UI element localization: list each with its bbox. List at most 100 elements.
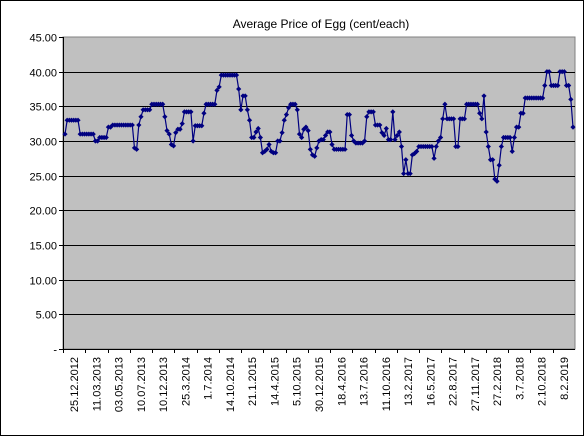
data-point (409, 152, 415, 158)
data-point (103, 134, 109, 141)
data-point (442, 101, 448, 107)
data-point (542, 82, 548, 89)
data-point (437, 134, 444, 141)
data-point (490, 157, 496, 163)
x-tick-label: 5.10.2015 (292, 357, 304, 406)
data-point (440, 116, 446, 122)
data-point (546, 69, 552, 75)
data-point (244, 107, 250, 113)
data-point (398, 143, 405, 150)
data-point (312, 153, 318, 159)
data-point (246, 117, 253, 123)
data-point (570, 124, 576, 130)
data-point (431, 155, 437, 161)
x-tick-label: 10.07.2013 (136, 357, 148, 412)
x-tick-label: 14.10.2014 (225, 357, 237, 412)
data-point (492, 176, 498, 182)
data-point (392, 137, 398, 143)
x-tick-label: 3.7.2018 (514, 357, 526, 400)
data-point (433, 143, 439, 150)
data-point (568, 96, 574, 102)
data-point (162, 114, 168, 120)
y-tick-label: 35.00 (29, 102, 57, 114)
x-tick-label: 21.1.2015 (247, 357, 259, 406)
data-point (251, 134, 257, 141)
y-tick-label: 10.00 (29, 276, 57, 288)
data-point (364, 114, 370, 120)
data-point (474, 101, 481, 107)
data-point (255, 125, 261, 132)
data-point (394, 132, 400, 139)
data-point (160, 101, 166, 107)
data-point (346, 112, 352, 118)
data-point (286, 105, 292, 111)
data-point (359, 140, 366, 146)
data-point (279, 130, 285, 136)
data-point (190, 138, 196, 144)
x-tick-label: 11.10.2016 (381, 357, 393, 411)
data-point (266, 141, 272, 148)
data-point (450, 116, 457, 122)
x-tick-label: 10.12.2013 (158, 357, 170, 412)
data-point (561, 69, 567, 75)
data-point (461, 116, 468, 122)
data-point (257, 134, 263, 141)
y-tick-label: 15.00 (29, 241, 57, 253)
x-tick-label: 11.03.2013 (91, 357, 103, 411)
data-point (75, 117, 81, 123)
data-point (407, 170, 413, 177)
data-point (388, 137, 394, 143)
data-point (435, 138, 442, 144)
data-point (94, 138, 101, 144)
data-point (301, 126, 307, 132)
data-point (299, 134, 305, 141)
data-point (177, 126, 183, 132)
data-point (320, 137, 326, 143)
data-point (403, 157, 409, 163)
data-point (136, 122, 142, 128)
data-point (511, 134, 517, 141)
x-tick-label: 25.12.2012 (69, 357, 81, 412)
data-point (540, 95, 546, 101)
data-point (147, 107, 153, 113)
y-tick-label: 40.00 (29, 68, 57, 80)
data-point (129, 122, 135, 128)
data-point (383, 125, 389, 132)
data-point (236, 86, 242, 92)
data-point (199, 123, 205, 129)
data-point (283, 112, 290, 118)
data-point (296, 131, 303, 137)
plot-area (62, 36, 576, 350)
data-point (170, 143, 177, 149)
data-point (479, 116, 485, 122)
data-point (381, 132, 387, 139)
data-point (498, 143, 504, 150)
data-point (401, 170, 407, 177)
data-point (496, 162, 502, 168)
data-point (396, 129, 402, 135)
data-point (216, 84, 222, 90)
data-point (214, 87, 220, 93)
data-point (322, 132, 329, 139)
data-point (329, 141, 335, 148)
chart-title: Average Price of Egg (cent/each) (233, 17, 410, 31)
x-tick-label: 8.2.2019 (559, 357, 571, 400)
x-tick-label: 03.05.2013 (114, 357, 126, 412)
data-point (429, 143, 435, 150)
x-tick-label: 1.7.2014 (203, 357, 215, 400)
data-point (377, 122, 383, 128)
y-tick-label: 45.00 (29, 33, 57, 45)
data-point (253, 129, 259, 135)
x-tick-label: 13.2.2017 (403, 357, 415, 406)
data-point (414, 148, 420, 154)
data-point (164, 128, 170, 134)
data-point (264, 146, 270, 152)
data-point (173, 130, 179, 136)
data-point (390, 109, 396, 115)
series-egg-price (62, 69, 576, 184)
data-point (166, 131, 172, 137)
x-tick-label: 25.3.2014 (180, 357, 192, 406)
x-tick-label: 30.12.2015 (314, 357, 326, 412)
data-point (370, 109, 376, 115)
